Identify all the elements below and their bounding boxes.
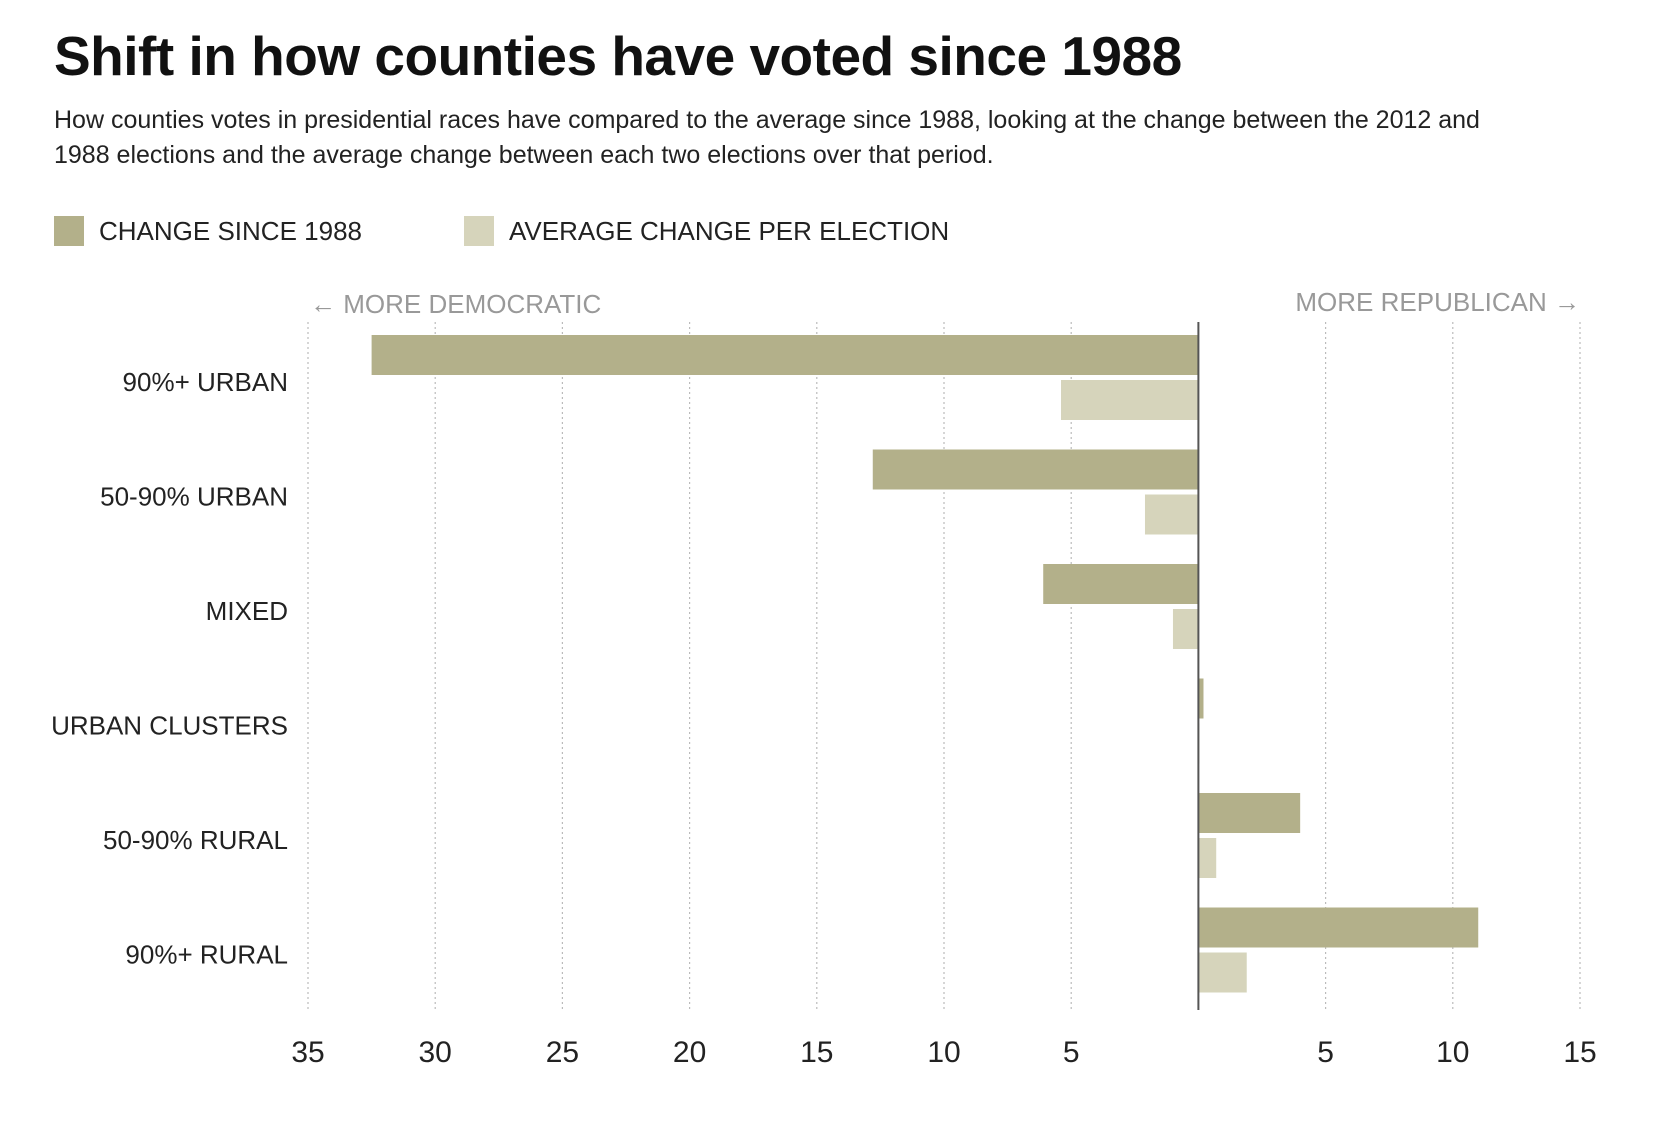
bar-average-0	[1061, 380, 1199, 420]
legend-swatch-change	[54, 216, 84, 246]
bar-change-4	[1198, 793, 1301, 833]
bar-average-5	[1198, 952, 1247, 993]
bar-change-3	[1198, 678, 1204, 719]
legend-label-average: AVERAGE CHANGE PER ELECTION	[509, 216, 950, 246]
bar-change-1	[872, 449, 1199, 490]
more-republican-label: MORE REPUBLICAN →	[1295, 287, 1580, 317]
chart-subtitle: How counties votes in presidential races…	[54, 106, 1480, 169]
bar-average-1	[1144, 494, 1199, 535]
legend-swatch-average	[464, 216, 494, 246]
x-tick-label-5: 10	[927, 1036, 960, 1069]
category-label-0: 90%+ URBAN	[123, 367, 288, 397]
more-democratic-label: ← MORE DEMOCRATIC	[310, 289, 601, 319]
legend-label-change: CHANGE SINCE 1988	[99, 216, 362, 246]
bar-average-2	[1172, 609, 1199, 649]
x-tick-label-2: 25	[546, 1036, 579, 1069]
category-label-4: 50-90% RURAL	[103, 825, 288, 855]
bar-change-2	[1043, 564, 1199, 604]
bar-average-4	[1198, 838, 1217, 878]
category-label-5: 90%+ RURAL	[125, 940, 288, 970]
bar-change-0	[371, 335, 1199, 375]
x-tick-label-7: 5	[1317, 1036, 1334, 1069]
chart-title: Shift in how counties have voted since 1…	[54, 25, 1182, 87]
x-tick-label-6: 5	[1063, 1036, 1080, 1069]
category-label-2: MIXED	[206, 596, 288, 626]
category-label-1: 50-90% URBAN	[100, 482, 288, 512]
category-label-3: URBAN CLUSTERS	[51, 711, 288, 741]
x-tick-label-9: 15	[1563, 1036, 1596, 1069]
x-tick-label-0: 35	[291, 1036, 324, 1069]
x-tick-label-4: 15	[800, 1036, 833, 1069]
bar-change-5	[1198, 907, 1479, 948]
x-tick-label-8: 10	[1436, 1036, 1469, 1069]
x-tick-label-1: 30	[419, 1036, 452, 1069]
x-tick-label-3: 20	[673, 1036, 706, 1069]
